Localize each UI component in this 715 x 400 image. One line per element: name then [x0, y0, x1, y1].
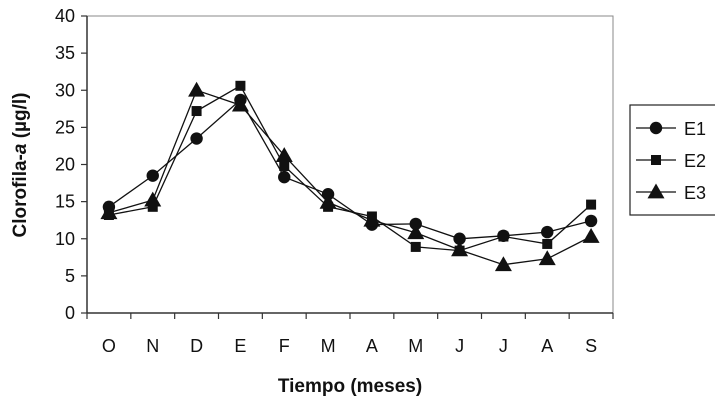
data-point-E2: [235, 81, 245, 91]
data-point-E2: [542, 239, 552, 249]
y-tick-label: 25: [55, 117, 75, 137]
data-point-E3: [188, 82, 205, 97]
y-tick-label: 0: [65, 303, 75, 323]
legend-marker-E2: [651, 155, 661, 165]
data-point-E2: [411, 242, 421, 252]
y-tick-label: 40: [55, 6, 75, 26]
y-tick-label: 35: [55, 43, 75, 63]
x-tick-label: A: [541, 336, 553, 356]
data-point-E1: [585, 215, 597, 227]
y-axis-title: Clorofila-a (µg/l): [10, 92, 31, 237]
y-axis-title-part: (µg/l): [10, 92, 31, 143]
y-tick-label: 5: [65, 266, 75, 286]
data-point-E2: [586, 200, 596, 210]
axes: 0 5 10 15 20 25 30 35 40 O N D E F M A M J J A S: [55, 6, 613, 356]
data-point-E1: [278, 171, 290, 183]
y-tick-label: 30: [55, 80, 75, 100]
x-tick-label: A: [366, 336, 378, 356]
data-point-E3: [363, 212, 380, 227]
x-tick-label: M: [321, 336, 336, 356]
y-axis-title-part: Clorofila-: [10, 154, 31, 237]
legend-label-E2: E2: [684, 151, 706, 171]
y-tick-label: 15: [55, 192, 75, 212]
x-tick-label: D: [190, 336, 203, 356]
data-point-E1: [147, 169, 159, 181]
series-E2: [104, 81, 596, 256]
legend-label-E3: E3: [684, 183, 706, 203]
x-tick-label: N: [146, 336, 159, 356]
x-axis-title: Tiempo (meses): [278, 376, 422, 397]
y-axis-title-italic: a: [10, 143, 31, 154]
legend: E1 E2 E3: [630, 105, 715, 215]
series-line-E2: [109, 86, 591, 251]
legend-marker-E1: [650, 122, 662, 134]
data-point-E3: [539, 250, 556, 265]
x-tick-label: F: [279, 336, 290, 356]
y-tick-label: 20: [55, 155, 75, 175]
data-point-E2: [279, 161, 289, 171]
y-tick-label: 10: [55, 229, 75, 249]
series-layer: [100, 81, 599, 271]
x-tick-label: O: [102, 336, 116, 356]
series-E3: [100, 82, 599, 271]
x-tick-label: J: [499, 336, 508, 356]
x-tick-label: J: [455, 336, 464, 356]
x-tick-label: S: [585, 336, 597, 356]
x-tick-label: M: [408, 336, 423, 356]
data-point-E2: [192, 106, 202, 116]
data-point-E2: [498, 232, 508, 242]
legend-label-E1: E1: [684, 119, 706, 139]
x-tick-label: E: [234, 336, 246, 356]
data-point-E1: [190, 132, 202, 144]
data-point-E1: [541, 226, 553, 238]
series-E1: [103, 94, 598, 245]
series-line-E1: [109, 100, 591, 239]
data-point-E3: [583, 228, 600, 243]
